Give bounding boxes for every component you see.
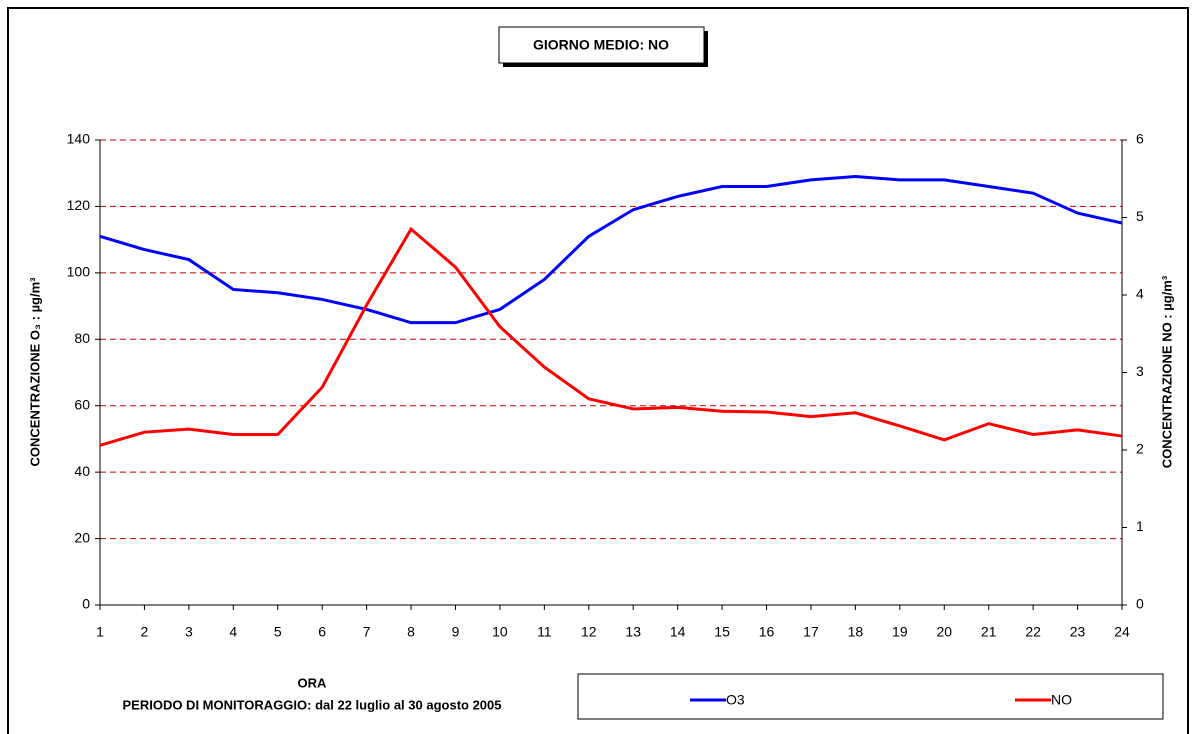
x-tick-label: 18 xyxy=(848,624,864,640)
x-tick-label: 17 xyxy=(803,624,819,640)
x-tick-label: 20 xyxy=(936,624,952,640)
chart-title: GIORNO MEDIO: NO xyxy=(533,37,669,53)
y-axis-label: CONCENTRAZIONE O₃ : µg/m³ xyxy=(27,277,42,467)
y-tick-label: 100 xyxy=(67,264,91,280)
line-series xyxy=(99,175,1123,325)
x-tick-label: 5 xyxy=(274,624,282,640)
x-tick-label: 1 xyxy=(96,624,104,640)
x-tick-label: 14 xyxy=(670,624,686,640)
line-series xyxy=(99,226,1123,447)
y2-tick-label: 1 xyxy=(1136,518,1144,534)
legend-label: NO xyxy=(1051,692,1072,708)
subtitle: PERIODO DI MONITORAGGIO: dal 22 luglio a… xyxy=(122,697,501,712)
x-tick-label: 10 xyxy=(492,624,508,640)
x-tick-label: 2 xyxy=(141,624,149,640)
y2-tick-label: 4 xyxy=(1136,286,1144,302)
x-tick-label: 8 xyxy=(407,624,415,640)
y2-tick-label: 5 xyxy=(1136,208,1144,224)
y-tick-label: 20 xyxy=(74,529,90,545)
x-tick-label: 12 xyxy=(581,624,597,640)
y-tick-label: 0 xyxy=(82,596,90,612)
y2-tick-label: 2 xyxy=(1136,441,1144,457)
frame xyxy=(7,7,1189,734)
x-tick-label: 15 xyxy=(714,624,730,640)
x-tick-label: 7 xyxy=(363,624,371,640)
x-tick-label: 24 xyxy=(1114,624,1130,640)
x-tick-label: 11 xyxy=(537,624,552,640)
legend-box xyxy=(577,673,1164,720)
x-tick-label: 4 xyxy=(229,624,237,640)
x-tick-label: 19 xyxy=(892,624,908,640)
x-tick-label: 6 xyxy=(318,624,326,640)
legend-label: O3 xyxy=(726,692,745,708)
y2-tick-label: 3 xyxy=(1136,363,1144,379)
title-box xyxy=(498,26,705,64)
y-tick-label: 140 xyxy=(67,131,91,147)
y-tick-label: 40 xyxy=(74,463,90,479)
x-tick-label: 23 xyxy=(1070,624,1086,640)
y2-tick-label: 0 xyxy=(1136,596,1144,612)
x-tick-label: 13 xyxy=(625,624,641,640)
x-tick-label: 9 xyxy=(452,624,460,640)
y2-axis-label: CONCENTRAZIONE NO : µg/m³ xyxy=(1159,275,1174,468)
x-tick-label: 3 xyxy=(185,624,193,640)
x-tick-label: 22 xyxy=(1025,624,1041,640)
y-tick-label: 120 xyxy=(67,197,91,213)
y2-tick-label: 6 xyxy=(1136,131,1144,147)
x-tick-label: 16 xyxy=(759,624,775,640)
y-tick-label: 80 xyxy=(74,330,90,346)
y-tick-label: 60 xyxy=(74,396,90,412)
x-tick-label: 21 xyxy=(981,624,997,640)
x-axis-label: ORA xyxy=(298,675,328,690)
